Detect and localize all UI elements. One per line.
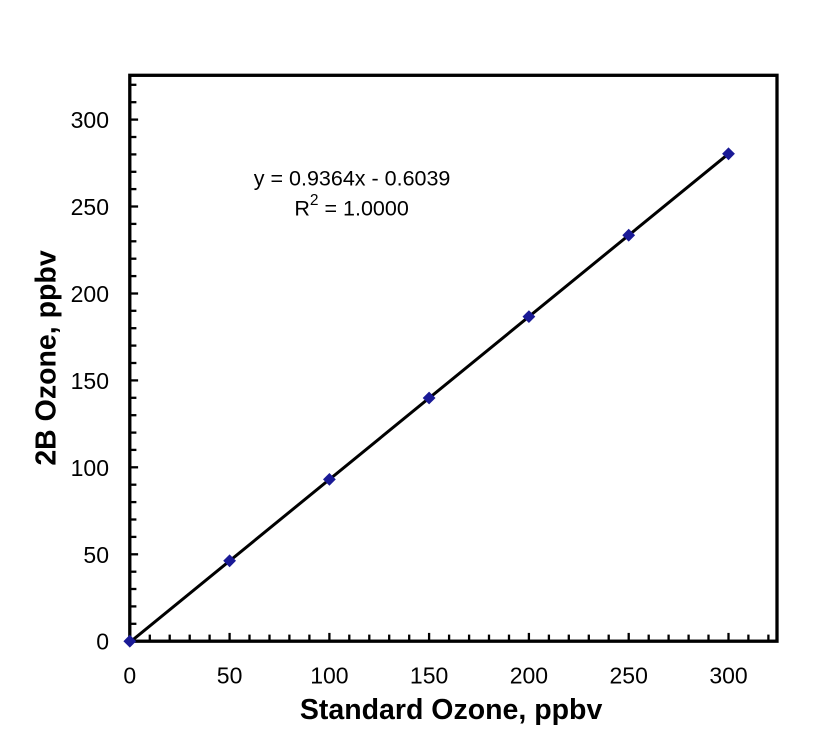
svg-text:250: 250 <box>610 663 648 689</box>
svg-text:300: 300 <box>709 663 747 689</box>
svg-text:y = 0.9364x - 0.6039: y = 0.9364x - 0.6039 <box>254 167 451 191</box>
svg-text:100: 100 <box>71 455 109 481</box>
svg-text:Standard Ozone, ppbv: Standard Ozone, ppbv <box>300 694 603 726</box>
svg-text:300: 300 <box>71 107 109 133</box>
svg-text:0: 0 <box>123 663 136 689</box>
svg-text:250: 250 <box>71 194 109 220</box>
svg-text:150: 150 <box>410 663 448 689</box>
svg-text:R2 = 1.0000: R2 = 1.0000 <box>294 192 408 221</box>
svg-text:2B Ozone, ppbv: 2B Ozone, ppbv <box>31 250 63 466</box>
svg-text:200: 200 <box>510 663 548 689</box>
svg-text:150: 150 <box>71 368 109 394</box>
svg-text:200: 200 <box>71 281 109 307</box>
svg-text:50: 50 <box>217 663 243 689</box>
svg-text:50: 50 <box>83 542 109 568</box>
svg-text:100: 100 <box>310 663 348 689</box>
svg-text:0: 0 <box>96 629 109 655</box>
